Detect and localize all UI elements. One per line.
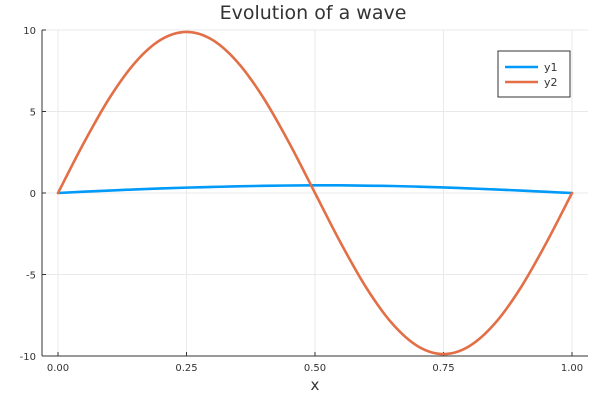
chart-title: Evolution of a wave [220, 2, 407, 24]
y-tick-label: -5 [26, 271, 36, 282]
legend-label-y2: y2 [544, 76, 558, 89]
y-tick-label: 5 [30, 108, 36, 119]
legend: y1 y2 [497, 50, 571, 98]
y-tick-label: 10 [23, 26, 36, 37]
series-line-y1 [56, 184, 574, 195]
axes-layer: 0.00 0.25 0.50 0.75 1.00 -10 -5 0 5 10 [20, 26, 588, 374]
x-tick-label: 0.25 [175, 363, 197, 374]
x-tick-label: 0.50 [304, 363, 326, 374]
y-tick-label: -10 [20, 352, 36, 363]
x-tick-label: 0.75 [432, 363, 454, 374]
legend-label-y1: y1 [544, 61, 558, 74]
x-tick-label: 0.00 [47, 363, 69, 374]
series-layer [56, 30, 574, 356]
x-tick-label: 1.00 [561, 363, 583, 374]
legend-box [497, 50, 571, 98]
series-line-y2 [56, 30, 574, 356]
x-axis-label: x [311, 376, 320, 394]
y-tick-label: 0 [30, 189, 36, 200]
